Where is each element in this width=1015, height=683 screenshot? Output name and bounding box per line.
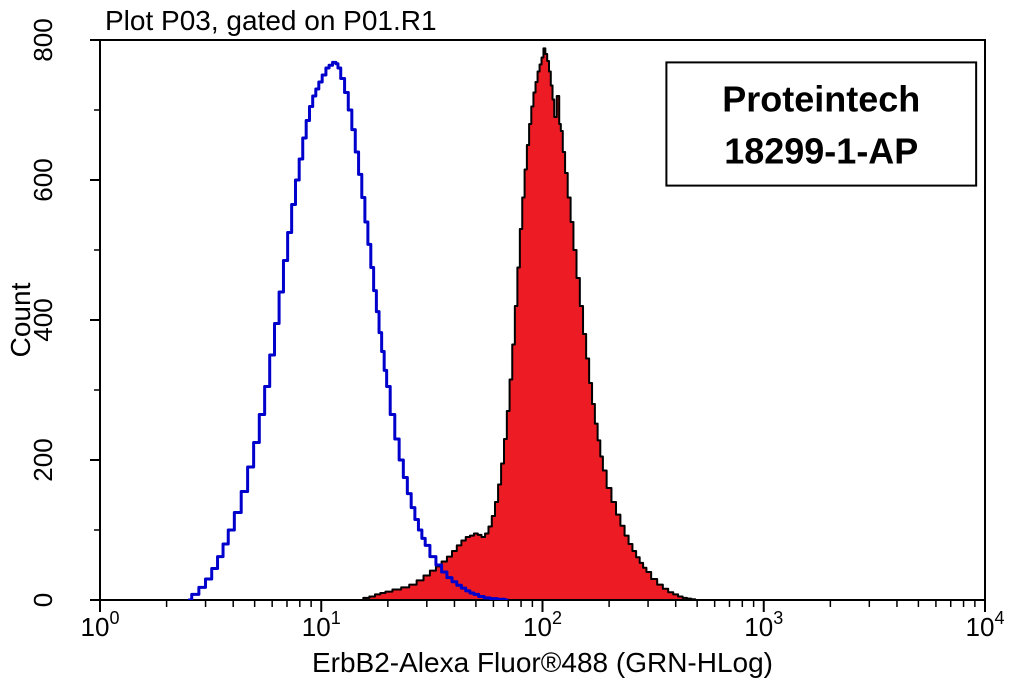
series-blue-outline: [188, 62, 508, 600]
ytick-label: 200: [28, 438, 58, 481]
ytick-label: 800: [28, 18, 58, 61]
ytick-label: 0: [28, 593, 58, 607]
chart-svg: Plot P03, gated on P01.R10200400600800Co…: [0, 0, 1015, 683]
ytick-label: 600: [28, 158, 58, 201]
series-group: [188, 48, 697, 600]
annotation-line2: 18299-1-AP: [724, 130, 918, 171]
plot-title: Plot P03, gated on P01.R1: [105, 5, 437, 36]
xtick-label: 100: [81, 608, 120, 642]
xtick-label: 103: [744, 608, 783, 642]
x-axis-label: ErbB2-Alexa Fluor®488 (GRN-HLog): [312, 647, 773, 678]
series-red-filled: [360, 48, 697, 600]
xtick-label: 101: [302, 608, 341, 642]
flow-cytometry-histogram: Plot P03, gated on P01.R10200400600800Co…: [0, 0, 1015, 683]
y-axis-label: Count: [5, 282, 36, 357]
xtick-label: 104: [966, 608, 1005, 642]
annotation-line1: Proteintech: [722, 79, 920, 120]
xtick-label: 102: [523, 608, 562, 642]
